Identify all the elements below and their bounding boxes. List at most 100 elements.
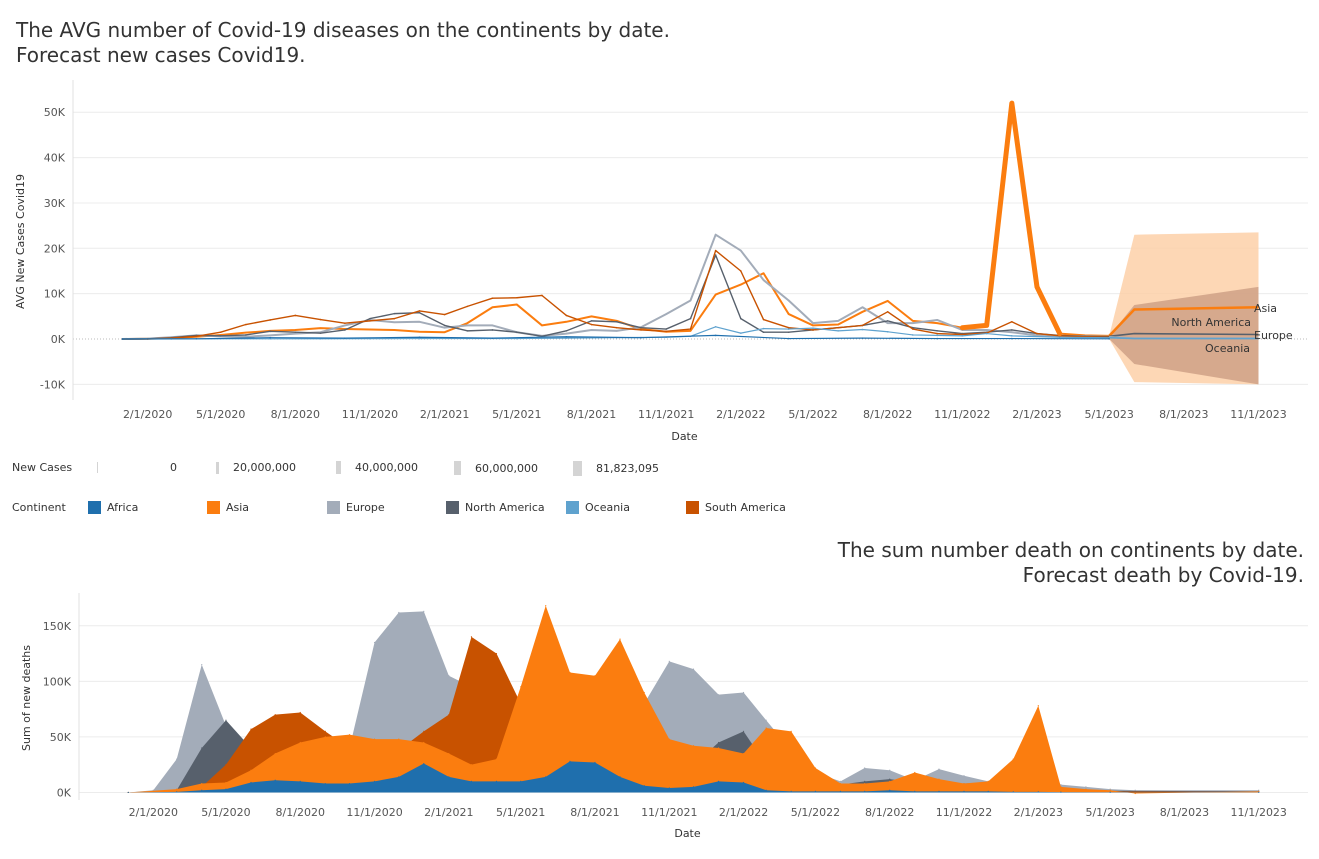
area-point-south-america-25	[765, 775, 767, 777]
area-point-africa-29	[864, 790, 866, 792]
point-south-america-14	[466, 305, 469, 308]
area-point-africa-0	[127, 791, 129, 794]
area-south-america[interactable]	[128, 636, 1259, 793]
europe-swatch	[327, 501, 340, 514]
area-europe[interactable]	[128, 611, 1259, 793]
point-north-america-22	[665, 328, 667, 330]
point-asia-33	[936, 322, 938, 324]
area-point-europe-12	[423, 610, 425, 612]
area-point-europe-36	[1012, 784, 1014, 786]
legend-item-africa[interactable]: Africa	[88, 501, 138, 514]
area-africa[interactable]	[128, 761, 1259, 793]
top-x-tick-label: 8/1/2021	[567, 408, 616, 421]
area-point-asia-2	[201, 782, 203, 785]
series-line-africa[interactable]	[121, 334, 1110, 340]
area-point-europe-37	[1037, 782, 1039, 785]
point-africa-12	[1011, 337, 1013, 340]
point-europe-26	[762, 279, 765, 281]
point-south-america-15	[491, 297, 494, 300]
point-south-america-28	[812, 329, 814, 331]
point-africa-0	[121, 338, 124, 340]
point-asia-29	[837, 323, 839, 326]
area-point-europe-39	[1085, 786, 1087, 788]
legend-item-south-america[interactable]: South America	[686, 501, 786, 514]
point-africa-6	[565, 335, 568, 338]
area-north-america[interactable]	[128, 720, 1259, 793]
point-south-america-27	[787, 326, 790, 329]
area-point-asia-21	[668, 738, 670, 740]
area-point-south-america-0	[127, 791, 129, 794]
point-south-america-23	[689, 328, 692, 330]
bottom-y-axis-title: Sum of new deaths	[20, 645, 33, 751]
area-point-africa-7	[324, 782, 326, 785]
bottom-x-tick-label: 11/1/2021	[641, 806, 697, 819]
point-oceania-25	[1011, 335, 1013, 337]
area-point-south-america-30	[889, 782, 891, 785]
point-asia-23	[689, 330, 692, 332]
area-point-africa-21	[668, 787, 670, 789]
area-point-north-america-7	[324, 747, 326, 749]
area-point-south-america-20	[643, 778, 645, 780]
area-point-africa-22	[692, 786, 695, 788]
legend-item-north-america[interactable]: North America	[446, 501, 545, 514]
area-point-south-america-18	[594, 758, 596, 760]
series-line-asia[interactable]	[121, 102, 1111, 341]
top-series-group	[121, 100, 1111, 341]
area-point-africa-14	[495, 780, 498, 782]
point-north-america-13	[443, 324, 446, 327]
area-point-asia-28	[839, 782, 842, 785]
forecast-line-north-america	[1109, 332, 1259, 338]
area-point-south-america-27	[814, 786, 817, 788]
point-south-america-17	[541, 294, 543, 297]
point-north-america-18	[565, 330, 568, 332]
series-line-europe[interactable]	[121, 233, 1111, 341]
area-asia[interactable]	[128, 605, 1259, 794]
area-point-north-america-39	[1109, 790, 1111, 792]
point-south-america-37	[1036, 332, 1038, 335]
end-label-north-america: North America	[1171, 316, 1251, 329]
top-x-tick-label: 8/1/2020	[271, 408, 320, 421]
area-point-south-america-7	[324, 730, 326, 732]
area-point-south-america-8	[348, 747, 351, 749]
point-asia-7	[294, 329, 297, 331]
area-point-north-america-11	[423, 747, 425, 749]
area-point-europe-8	[324, 775, 326, 777]
forecast-line-oceania	[1109, 336, 1259, 340]
legend-item-europe[interactable]: Europe	[327, 501, 385, 514]
area-point-north-america-31	[914, 781, 916, 784]
bottom-title-line-2: Forecast death by Covid-19.	[1022, 563, 1304, 587]
area-point-north-america-15	[520, 741, 522, 744]
point-asia-15	[491, 306, 494, 309]
top-y-axis-title: AVG New Cases Covid19	[14, 174, 27, 309]
top-x-tick-label: 11/1/2020	[342, 408, 398, 421]
legend-label-north-america: North America	[465, 501, 545, 514]
area-point-asia-38	[1085, 788, 1087, 790]
point-south-america-32	[912, 328, 914, 330]
area-point-africa-19	[619, 776, 621, 778]
area-point-africa-10	[398, 776, 400, 778]
area-point-asia-13	[470, 764, 473, 766]
area-point-asia-39	[1109, 789, 1111, 791]
top-y-tick-label: -10K	[40, 378, 66, 391]
area-point-north-america-29	[864, 780, 866, 782]
point-north-america-9	[344, 329, 346, 331]
point-north-america-19	[590, 320, 593, 322]
bottom-y-tick-label: 150K	[43, 620, 72, 633]
area-point-europe-31	[889, 769, 891, 771]
area-point-europe-1	[152, 789, 154, 791]
size-legend-item-2: 40,000,000	[336, 461, 418, 474]
area-point-south-america-32	[938, 787, 940, 789]
legend-item-asia[interactable]: Asia	[207, 501, 249, 514]
area-point-asia-24	[742, 752, 745, 755]
area-point-asia-4	[250, 769, 252, 771]
legend-label-africa: Africa	[107, 501, 139, 514]
area-point-africa-30	[889, 789, 891, 791]
size-legend-label-0: 0	[170, 461, 177, 474]
size-legend: New Cases 0 20,000,000 40,000,000 60,000…	[12, 461, 712, 477]
point-asia-5	[245, 331, 247, 334]
legend-item-oceania[interactable]: Oceania	[566, 501, 630, 514]
area-point-africa-4	[250, 781, 252, 784]
area-point-europe-13	[448, 675, 450, 677]
point-europe-25	[740, 249, 742, 252]
point-africa-4	[418, 336, 421, 339]
